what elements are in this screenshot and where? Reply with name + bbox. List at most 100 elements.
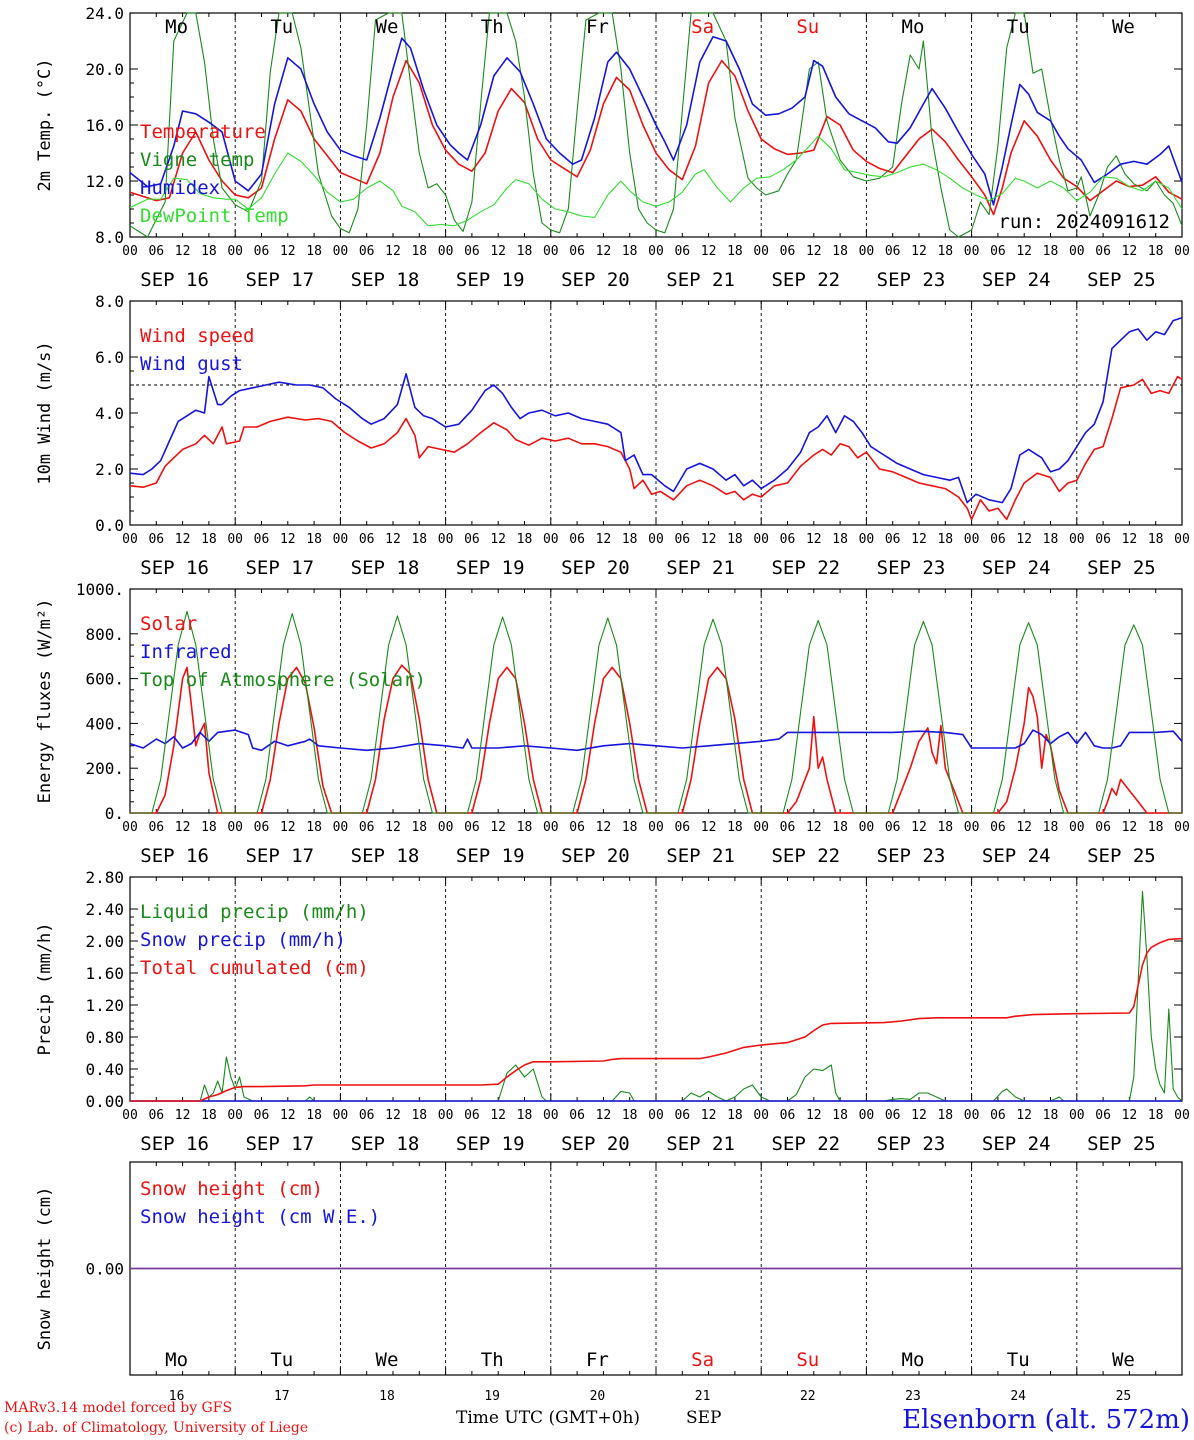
date-label: SEP 20 — [561, 557, 630, 579]
x-tick-label: 18 — [517, 244, 533, 259]
date-label: SEP 24 — [982, 557, 1051, 579]
x-tick-label: 00 — [648, 1108, 664, 1123]
y-tick-label: 0.40 — [85, 1060, 124, 1079]
panel-3: 0. 200. 400. 600. 800. 1000. Energy fluxes (W/… — [35, 580, 1190, 867]
x-tick-label: 06 — [674, 532, 690, 547]
panel-frame — [129, 300, 1183, 526]
x-tick-label: 06 — [990, 244, 1006, 259]
x-tick-label: 06 — [464, 820, 480, 835]
legend-entry: Solar — [140, 613, 197, 635]
series-line-infrared — [129, 729, 1183, 752]
x-tick-label: 00 — [333, 1108, 349, 1123]
x-tick-label: 18 — [1043, 244, 1059, 259]
x-tick-label: 06 — [885, 532, 901, 547]
weekday-top: Fr — [586, 16, 609, 38]
y-axis-label: 10m Wind (m/s) — [35, 341, 55, 484]
x-tick-label: 06 — [780, 532, 796, 547]
x-tick-label: 18 — [201, 532, 217, 547]
date-label: SEP 19 — [456, 845, 525, 867]
weekday-top: Mo — [165, 16, 188, 38]
date-label: SEP 25 — [1087, 845, 1156, 867]
x-tick-label: 06 — [254, 820, 270, 835]
x-tick-label: 18 — [1148, 244, 1164, 259]
x-tick-label: 06 — [780, 244, 796, 259]
x-tick-label: 06 — [1095, 820, 1111, 835]
x-tick-label: 00 — [964, 244, 980, 259]
x-tick-label: 00 — [753, 1108, 769, 1123]
panel-5: 0.00 Snow height (cm) Snow height (cm) Snow… — [35, 1161, 1183, 1376]
x-tick-label: 18 — [1043, 532, 1059, 547]
panel-frame — [129, 588, 1183, 814]
date-label: SEP 21 — [666, 557, 735, 579]
x-tick-label: 18 — [517, 1108, 533, 1123]
x-tick-label: 12 — [806, 244, 822, 259]
x-tick-label: 00 — [1174, 244, 1190, 259]
date-label: SEP 22 — [771, 1133, 840, 1155]
panel-1: 8.0 12.0 16.0 20.0 24.0 2m Temp. (°C) Temperat… — [35, 4, 1190, 291]
weekday-bottom: Mo — [902, 1349, 925, 1371]
credit-line-1: MARv3.14 model forced by GFS — [4, 1400, 232, 1416]
x-tick-label: 00 — [1069, 532, 1085, 547]
day-number: 19 — [484, 1389, 500, 1404]
weekday-top: We — [1112, 16, 1135, 38]
x-tick-label: 12 — [385, 244, 401, 259]
x-tick-label: 12 — [490, 1108, 506, 1123]
x-tick-label: 12 — [701, 244, 717, 259]
x-tick-label: 06 — [359, 532, 375, 547]
x-tick-label: 12 — [806, 820, 822, 835]
x-tick-label: 00 — [438, 1108, 454, 1123]
date-label: SEP 20 — [561, 845, 630, 867]
series-line-top-of-atmosphere-solar- — [130, 610, 1182, 814]
x-tick-label: 00 — [438, 244, 454, 259]
x-tick-label: 00 — [333, 820, 349, 835]
y-tick-label: 20.0 — [85, 60, 124, 79]
x-tick-label: 18 — [622, 244, 638, 259]
date-label: SEP 21 — [666, 1133, 735, 1155]
x-tick-label: 18 — [727, 532, 743, 547]
x-tick-label: 12 — [1016, 1108, 1032, 1123]
x-tick-label: 06 — [674, 244, 690, 259]
date-label: SEP 22 — [771, 557, 840, 579]
x-tick-label: 12 — [596, 820, 612, 835]
series-line-dewpoint-temp — [129, 135, 1183, 227]
x-tick-label: 12 — [596, 244, 612, 259]
weekday-top: Mo — [902, 16, 925, 38]
x-tick-label: 18 — [411, 820, 427, 835]
x-tick-label: 00 — [227, 1108, 243, 1123]
x-tick-label: 06 — [990, 532, 1006, 547]
weekday-top: Th — [481, 16, 504, 38]
date-label: SEP 17 — [245, 845, 314, 867]
series-line-vigne-temp — [129, 12, 1183, 238]
x-tick-label: 00 — [227, 532, 243, 547]
date-label: SEP 21 — [666, 269, 735, 291]
x-tick-label: 06 — [569, 820, 585, 835]
time-axis-label: Time UTC (GMT+0h) — [456, 1408, 640, 1428]
date-label: SEP 16 — [140, 1133, 209, 1155]
x-tick-label: 00 — [859, 532, 875, 547]
series-line-temperature — [129, 59, 1183, 216]
x-tick-label: 06 — [780, 1108, 796, 1123]
credit-line-2: (c) Lab. of Climatology, University of L… — [4, 1420, 308, 1436]
weekday-bottom: Fr — [586, 1349, 609, 1371]
date-label: SEP 24 — [982, 269, 1051, 291]
series-line-humidex — [129, 35, 1183, 206]
x-tick-label: 18 — [1043, 820, 1059, 835]
x-tick-label: 00 — [333, 532, 349, 547]
y-tick-label: 24.0 — [85, 4, 124, 23]
x-tick-label: 00 — [543, 820, 559, 835]
x-tick-label: 06 — [254, 244, 270, 259]
x-tick-label: 00 — [648, 244, 664, 259]
x-tick-label: 06 — [1095, 1108, 1111, 1123]
legend-entry: Total cumulated (cm) — [140, 957, 369, 979]
month-label: SEP — [686, 1408, 722, 1428]
x-tick-label: 00 — [648, 532, 664, 547]
x-tick-label: 00 — [543, 1108, 559, 1123]
x-tick-label: 12 — [1122, 244, 1138, 259]
x-tick-label: 18 — [1148, 1108, 1164, 1123]
x-tick-label: 12 — [1016, 820, 1032, 835]
x-tick-label: 06 — [359, 1108, 375, 1123]
x-tick-label: 06 — [1095, 532, 1111, 547]
x-tick-label: 00 — [1174, 1108, 1190, 1123]
weekday-bottom: Th — [481, 1349, 504, 1371]
y-tick-label: 2.40 — [85, 900, 124, 919]
